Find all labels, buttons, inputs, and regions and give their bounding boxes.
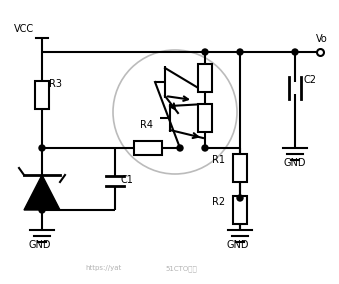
Circle shape (202, 49, 208, 55)
Bar (35, 81, 49, 109)
Circle shape (39, 145, 45, 151)
Text: C2: C2 (303, 75, 316, 85)
Circle shape (202, 145, 208, 151)
Text: VCC: VCC (14, 24, 34, 34)
Bar (233, 154, 247, 182)
Text: https://yat: https://yat (85, 265, 121, 271)
Circle shape (237, 195, 243, 201)
Text: Vo: Vo (316, 34, 328, 44)
Text: GND: GND (226, 240, 248, 250)
Text: C1: C1 (120, 175, 133, 185)
Text: 51CTO博客: 51CTO博客 (165, 265, 197, 272)
Bar (198, 64, 212, 92)
Circle shape (237, 49, 243, 55)
Bar (233, 196, 247, 224)
Circle shape (39, 207, 45, 213)
Text: R4: R4 (140, 120, 153, 130)
Circle shape (177, 145, 183, 151)
Circle shape (292, 49, 298, 55)
Text: R1: R1 (212, 155, 225, 165)
Bar (198, 104, 212, 132)
Text: R3: R3 (49, 79, 62, 89)
Text: GND: GND (283, 158, 305, 168)
Text: GND: GND (28, 240, 51, 250)
Text: R2: R2 (212, 197, 225, 207)
Polygon shape (24, 175, 60, 210)
Bar (134, 141, 161, 155)
